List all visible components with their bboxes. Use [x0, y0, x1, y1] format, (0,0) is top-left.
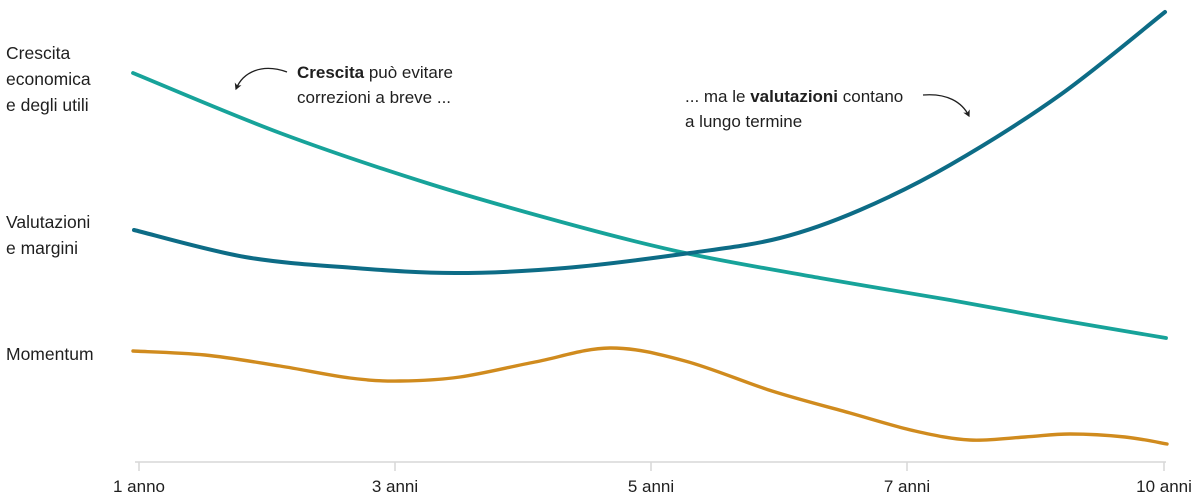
x-axis-label-5-anni: 5 anni [627, 477, 675, 496]
annotation-bold: valutazioni [750, 87, 839, 106]
annotation-arrows [234, 67, 970, 118]
series-line-1 [132, 10, 1167, 276]
series-label-valutazioni: Valutazioni e margini [6, 212, 91, 258]
annotation-crescita: Crescita può evitare correzioni a breve … [297, 60, 507, 110]
x-axis-label-7-anni: 7 anni [883, 477, 931, 496]
x-axis-label-3-anni: 3 anni [371, 477, 419, 496]
x-axis-label-1-anno: 1 anno [113, 477, 165, 496]
annotation-line2: correzioni a breve ... [297, 88, 452, 107]
annotation-lead: ... ma le [685, 87, 751, 106]
series-line-2 [131, 346, 1169, 446]
series-label-crescita: Crescita economica e degli utili [6, 43, 91, 115]
annotation-rest: può evitare [364, 63, 453, 82]
annotation-rest: contano [838, 87, 904, 106]
annotation-bold: Crescita [297, 63, 365, 82]
series-label-momentum: Momentum [6, 344, 94, 364]
series-line-0 [131, 71, 1168, 340]
x-axis-label-10-anni: 10 anni [1136, 477, 1192, 496]
series-curves [131, 10, 1169, 446]
annotation-arrow-0 [234, 67, 288, 91]
annotation-valutazioni: ... ma le valutazioni contano a lungo te… [685, 84, 945, 134]
annotation-line2: a lungo termine [685, 112, 803, 131]
x-axis [135, 461, 1166, 471]
annotation-arrow-1 [922, 94, 970, 118]
